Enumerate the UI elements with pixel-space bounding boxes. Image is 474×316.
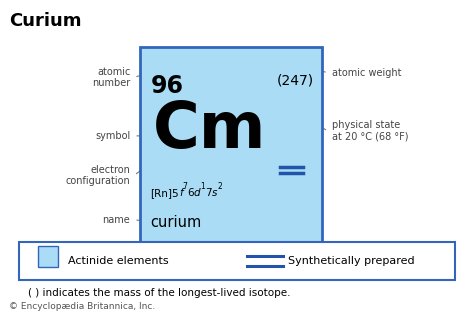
Text: ( ) indicates the mass of the longest-lived isotope.: ( ) indicates the mass of the longest-li… [28, 288, 291, 298]
Text: Cm: Cm [153, 99, 266, 161]
Text: f: f [179, 188, 182, 198]
Text: Actinide elements: Actinide elements [68, 256, 169, 266]
Bar [19, 242, 455, 280]
Text: 7: 7 [182, 183, 187, 191]
Text: atomic
number: atomic number [92, 67, 130, 88]
Text: 7: 7 [205, 188, 212, 198]
Text: (247): (247) [277, 74, 314, 88]
Text: 96: 96 [150, 74, 183, 98]
Text: name: name [102, 215, 130, 225]
Text: d: d [194, 188, 201, 198]
Text: symbol: symbol [95, 131, 130, 141]
Text: Curium: Curium [9, 12, 82, 29]
Text: 2: 2 [218, 183, 222, 191]
Bar [140, 47, 322, 243]
Text: [Rn]5: [Rn]5 [150, 188, 179, 198]
Text: Synthetically prepared: Synthetically prepared [288, 256, 415, 266]
Text: electron
configuration: electron configuration [65, 165, 130, 186]
Text: 1: 1 [201, 183, 205, 191]
Text: s: s [212, 188, 218, 198]
Text: curium: curium [150, 215, 201, 230]
Bar [38, 246, 58, 267]
Text: © Encyclopædia Britannica, Inc.: © Encyclopædia Britannica, Inc. [9, 302, 156, 311]
Text: physical state
at 20 °C (68 °F): physical state at 20 °C (68 °F) [332, 120, 408, 142]
Text: atomic weight: atomic weight [332, 68, 401, 78]
Text: 6: 6 [187, 188, 194, 198]
